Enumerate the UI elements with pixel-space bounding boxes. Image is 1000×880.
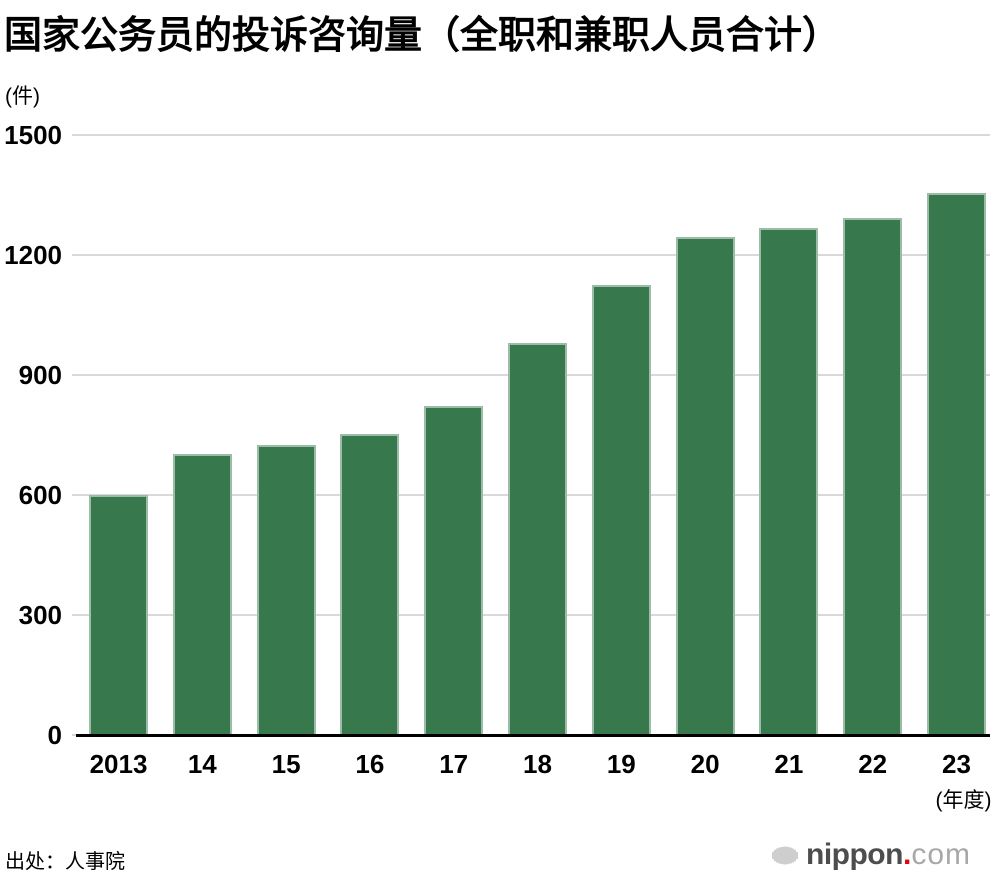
bar-16 bbox=[340, 434, 400, 736]
x-tick-label-19: 19 bbox=[606, 749, 636, 779]
bar-19 bbox=[591, 285, 651, 736]
chart-title: 国家公务员的投诉咨询量（全职和兼职人员合计） bbox=[4, 15, 841, 57]
soundwave-bars-icon bbox=[772, 845, 798, 865]
gridline-y1200 bbox=[72, 254, 990, 257]
x-tick-label-2013: 2013 bbox=[89, 749, 148, 779]
bar-23 bbox=[927, 193, 986, 736]
bar-14 bbox=[172, 453, 232, 736]
x-tick-label-18: 18 bbox=[523, 749, 552, 779]
x-tick-label-15: 15 bbox=[271, 749, 301, 779]
x-axis-line bbox=[76, 734, 990, 737]
x-tick-label-23: 23 bbox=[942, 749, 971, 779]
x-tick-label-20: 20 bbox=[690, 749, 720, 779]
x-tick-label-14: 14 bbox=[187, 749, 217, 779]
bar-17 bbox=[424, 406, 484, 736]
y-tick-label-900: 900 bbox=[18, 360, 62, 391]
gridline-y1500 bbox=[72, 134, 990, 137]
x-tick-label-22: 22 bbox=[858, 749, 888, 779]
y-tick-label-1200: 1200 bbox=[4, 240, 62, 271]
y-axis-unit-label: (件) bbox=[5, 85, 40, 108]
x-axis-suffix: (年度) bbox=[935, 789, 992, 812]
bar-15 bbox=[256, 445, 316, 736]
nippon-logo: nippon.com bbox=[772, 839, 971, 871]
y-tick-label-300: 300 bbox=[18, 600, 62, 631]
x-tick-label-17: 17 bbox=[439, 749, 469, 779]
source-note: 出处：人事院 bbox=[5, 851, 125, 873]
y-tick-label-0: 0 bbox=[47, 720, 62, 750]
bar-21 bbox=[759, 227, 819, 736]
logo-tld: com bbox=[911, 838, 971, 871]
x-tick-label-16: 16 bbox=[355, 749, 385, 779]
logo-dot: . bbox=[902, 838, 912, 871]
bar-20 bbox=[675, 236, 735, 736]
bar-18 bbox=[508, 343, 567, 736]
x-tick-label-21: 21 bbox=[774, 749, 804, 779]
bar-2013 bbox=[89, 495, 148, 736]
bar-22 bbox=[843, 217, 903, 736]
nippon-logo-text: nippon.com bbox=[806, 839, 971, 871]
y-tick-label-1500: 1500 bbox=[4, 120, 62, 151]
y-tick-label-600: 600 bbox=[18, 480, 62, 511]
logo-name: nippon bbox=[806, 838, 903, 871]
